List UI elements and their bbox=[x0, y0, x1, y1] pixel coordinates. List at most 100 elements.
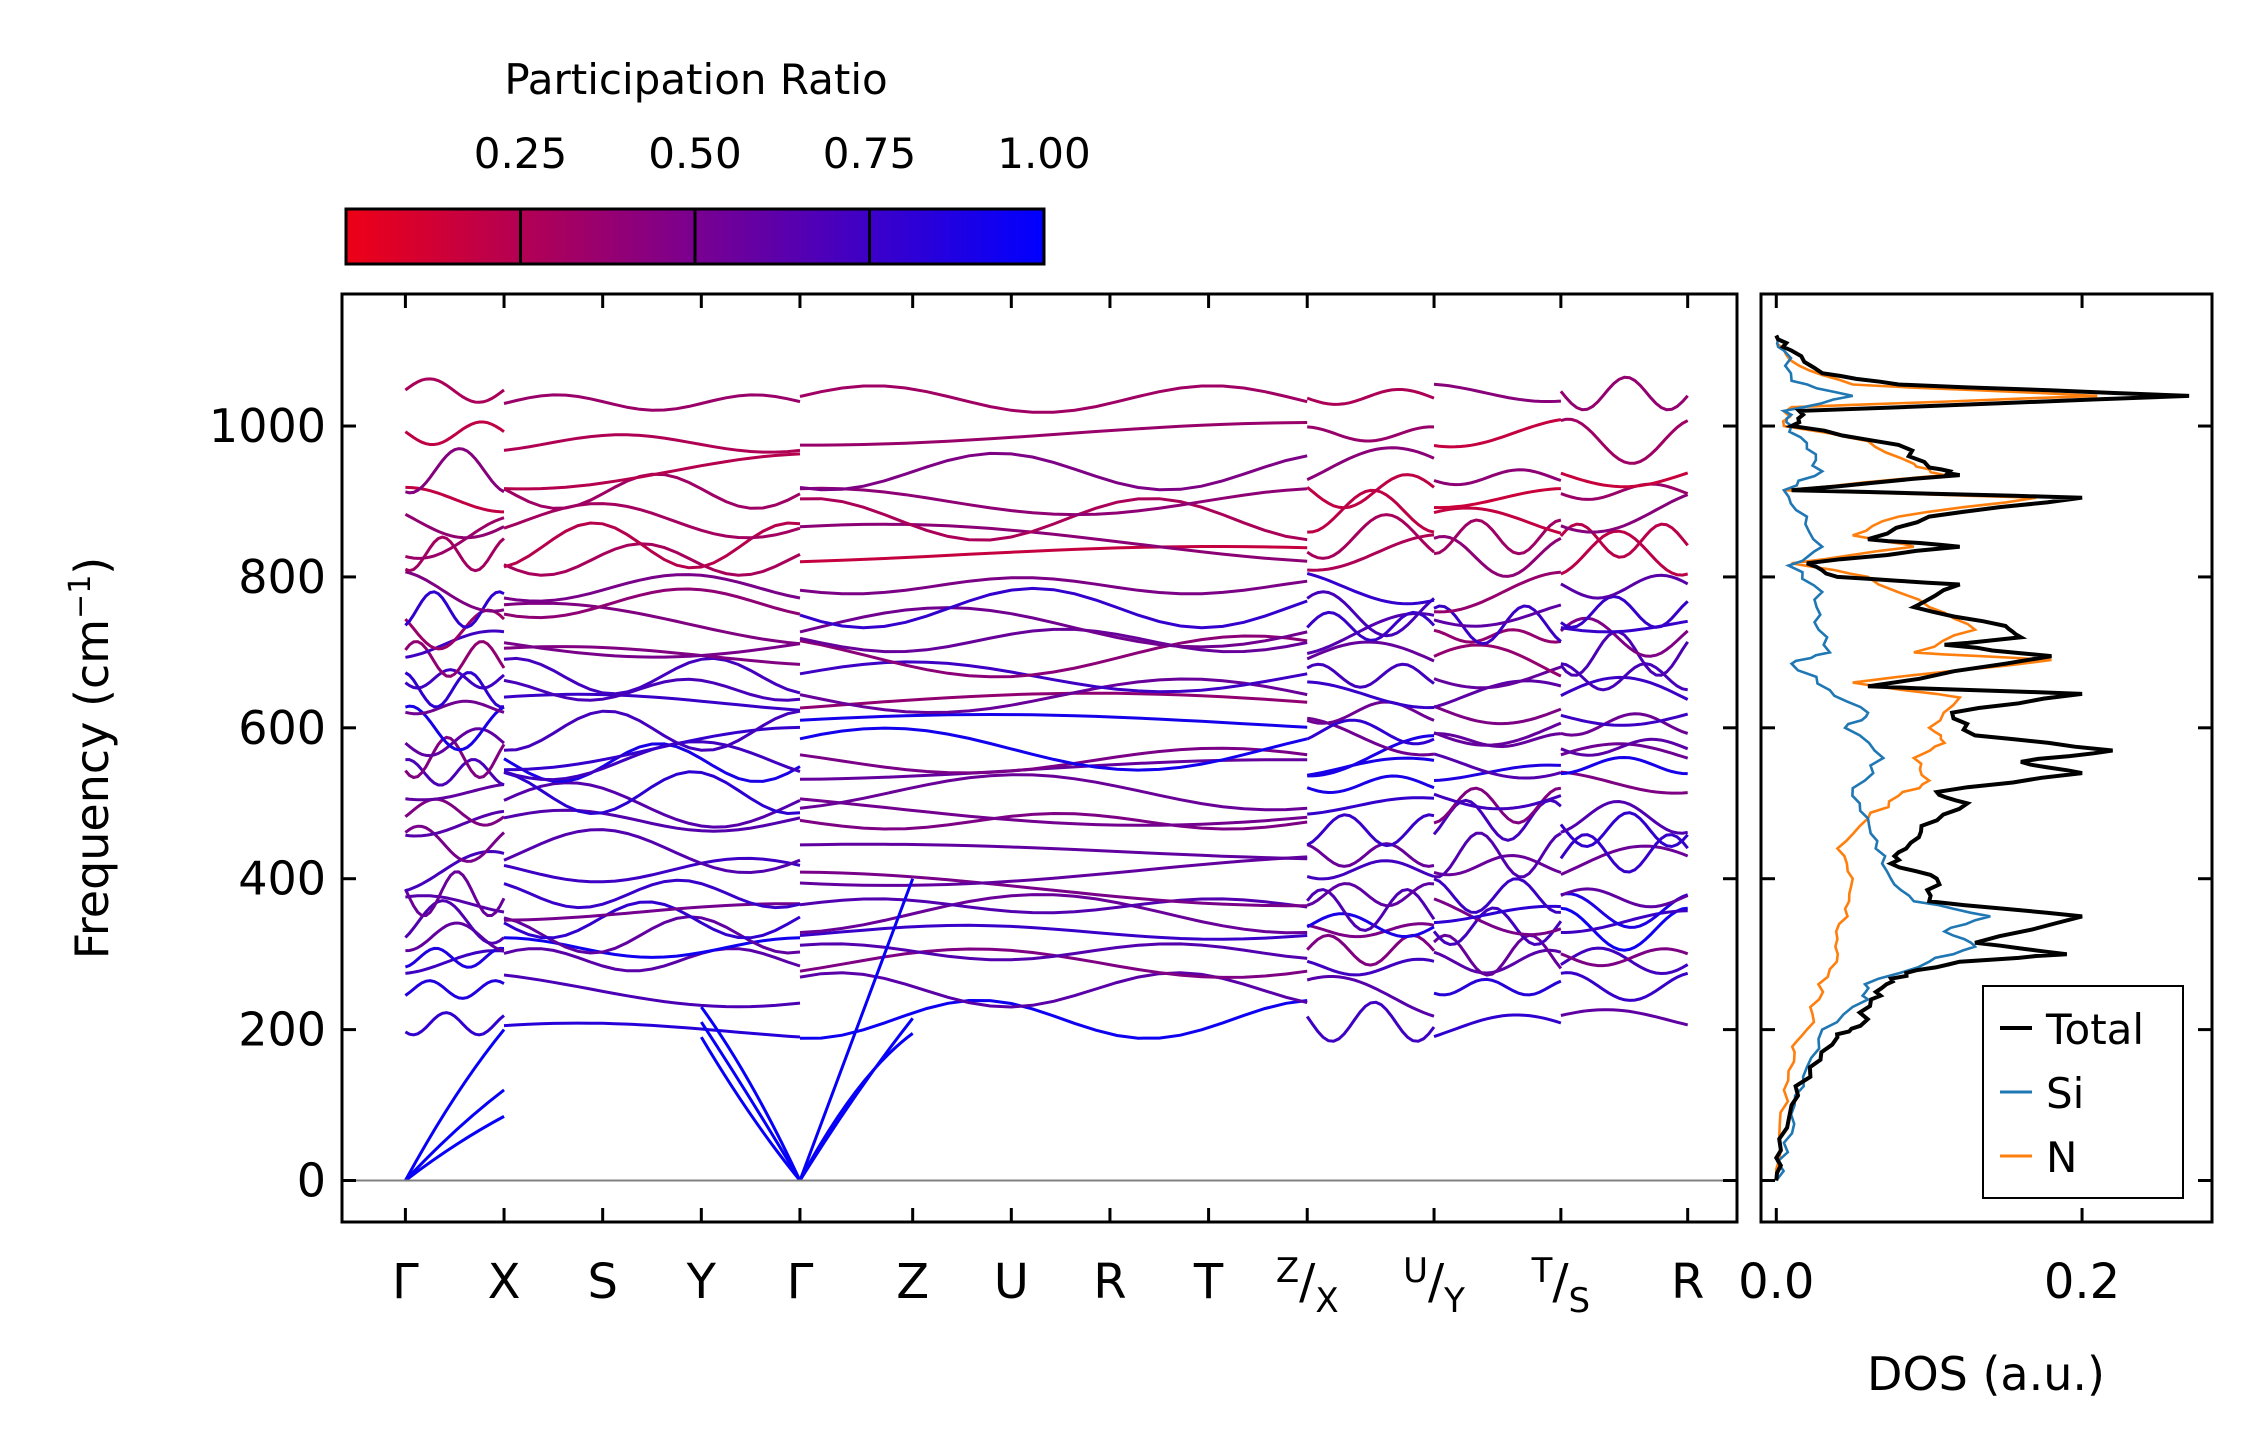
band-line bbox=[503, 601, 801, 646]
band-line bbox=[799, 522, 1308, 563]
k-point-label: Γ bbox=[787, 1254, 814, 1310]
band-line bbox=[1433, 1013, 1562, 1039]
band-line bbox=[1307, 488, 1435, 534]
acoustic-band-line bbox=[700, 1021, 802, 1182]
colorbar-tick-label: 0.25 bbox=[474, 129, 568, 178]
band-line bbox=[799, 545, 1308, 564]
band-line bbox=[404, 824, 506, 863]
band-line bbox=[799, 797, 1308, 827]
band-line bbox=[503, 828, 801, 875]
band-line bbox=[503, 808, 801, 833]
dos-x-tick-label: 0.0 bbox=[1738, 1254, 1814, 1310]
legend-label-n: N bbox=[2046, 1133, 2077, 1182]
band-line bbox=[503, 433, 801, 454]
dos-series-si bbox=[1775, 334, 1991, 1182]
band-line bbox=[799, 998, 1308, 1040]
band-line bbox=[1306, 859, 1435, 881]
band-line bbox=[1306, 590, 1435, 638]
dos-panel: 0.0 0.2 DOS (a.u.) Total Si N bbox=[1738, 292, 2214, 1401]
band-line bbox=[1306, 388, 1435, 406]
legend-label-si: Si bbox=[2046, 1069, 2084, 1118]
band-line bbox=[1560, 971, 1689, 1002]
dos-series-n bbox=[1775, 341, 2098, 1181]
band-line bbox=[1433, 468, 1562, 487]
band-line bbox=[1560, 493, 1689, 534]
band-line bbox=[1306, 610, 1436, 642]
band-line bbox=[1560, 909, 1688, 934]
band-line bbox=[1560, 799, 1688, 835]
band-line bbox=[799, 842, 1308, 861]
band-line bbox=[799, 870, 1308, 908]
band-line bbox=[1560, 946, 1689, 976]
band-line bbox=[503, 502, 801, 540]
acoustic-band-line bbox=[798, 1032, 914, 1182]
band-line bbox=[799, 677, 1308, 715]
band-line bbox=[1559, 616, 1689, 658]
acoustic-band-line bbox=[404, 1028, 506, 1182]
band-line bbox=[1433, 853, 1562, 877]
band-line bbox=[1307, 680, 1435, 710]
band-line bbox=[1433, 831, 1562, 879]
band-line bbox=[1307, 533, 1435, 572]
band-line bbox=[799, 634, 1308, 679]
band-line bbox=[405, 809, 505, 838]
band-line bbox=[799, 773, 1308, 812]
band-line bbox=[799, 726, 1308, 772]
band-line bbox=[1433, 933, 1563, 977]
k-point-label: Z/X bbox=[1276, 1251, 1339, 1321]
band-line bbox=[503, 542, 801, 577]
band-line bbox=[503, 573, 801, 603]
band-line bbox=[1433, 786, 1562, 825]
band-line bbox=[503, 656, 801, 696]
band-line bbox=[1433, 665, 1562, 690]
dos-series-total bbox=[1773, 334, 2190, 1181]
band-line bbox=[404, 590, 505, 629]
legend-label-total: Total bbox=[2045, 1005, 2144, 1054]
band-line bbox=[1560, 892, 1689, 929]
k-point-label: Z bbox=[896, 1254, 929, 1310]
colorbar-tick-label: 0.75 bbox=[823, 129, 917, 178]
y-tick-label: 800 bbox=[238, 550, 326, 604]
band-line bbox=[1560, 1008, 1689, 1027]
band-line bbox=[1560, 594, 1689, 629]
band-line bbox=[503, 740, 801, 782]
band-line bbox=[1307, 796, 1435, 816]
band-line bbox=[1433, 721, 1562, 747]
band-line bbox=[1306, 882, 1435, 908]
band-line bbox=[503, 393, 801, 412]
band-line bbox=[799, 586, 1308, 630]
band-line bbox=[799, 627, 1308, 654]
band-line bbox=[1559, 833, 1689, 874]
acoustic-band-line bbox=[404, 1088, 505, 1182]
band-line bbox=[1433, 518, 1562, 556]
dos-legend: Total Si N bbox=[1982, 985, 2184, 1199]
band-line bbox=[503, 645, 801, 666]
y-tick-label: 1000 bbox=[209, 399, 326, 453]
acoustic-band-line bbox=[798, 1017, 914, 1182]
band-line bbox=[1433, 643, 1562, 678]
band-line bbox=[1306, 813, 1435, 848]
band-line bbox=[1306, 912, 1435, 938]
colorbar-title: Participation Ratio bbox=[504, 55, 887, 104]
dos-x-tick-label: 0.2 bbox=[2044, 1254, 2120, 1310]
colorbar-tick-label: 0.50 bbox=[648, 129, 742, 178]
k-point-label: T bbox=[1193, 1254, 1224, 1310]
band-line bbox=[1433, 977, 1562, 997]
band-line bbox=[404, 1011, 505, 1037]
k-point-label: Γ bbox=[392, 1254, 419, 1310]
band-line bbox=[503, 947, 801, 973]
band-line bbox=[1433, 418, 1562, 449]
band-line bbox=[404, 727, 505, 758]
k-point-label: R bbox=[1093, 1254, 1126, 1310]
band-line bbox=[404, 377, 505, 404]
band-line bbox=[1433, 763, 1561, 782]
band-line bbox=[405, 699, 505, 716]
band-line bbox=[1560, 887, 1689, 909]
band-line bbox=[404, 512, 505, 540]
band-line bbox=[405, 921, 505, 953]
band-line bbox=[1433, 382, 1561, 403]
k-point-label: U bbox=[994, 1254, 1029, 1310]
legend-entries: Total Si N bbox=[2000, 1005, 2144, 1182]
band-line bbox=[1306, 718, 1435, 746]
band-line bbox=[503, 641, 801, 659]
